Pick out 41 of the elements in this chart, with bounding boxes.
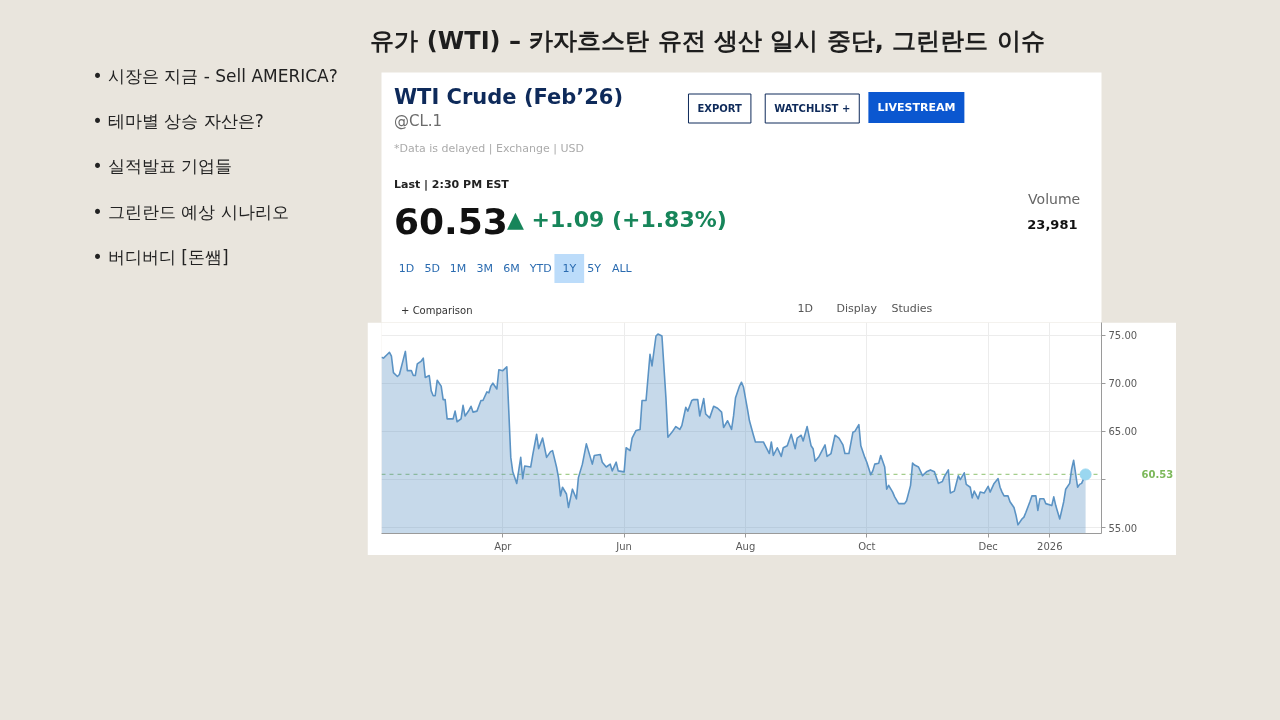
y-tick-label: 65.00	[1108, 426, 1138, 438]
text: Display	[836, 302, 878, 315]
y-tick-label: 75.00	[1108, 330, 1138, 342]
text: 1Y	[562, 262, 577, 275]
x-tick-label: Aug	[735, 540, 756, 552]
text: ▲ +1.09 (+1.83%)	[506, 207, 727, 232]
text: + Comparison	[401, 305, 473, 316]
text: 60.53	[393, 200, 508, 242]
text: Last | 2:30 PM EST	[393, 178, 510, 191]
text: 5Y	[587, 262, 602, 275]
ref-line-label: 60.53	[1141, 469, 1174, 481]
x-tick-label: Oct	[858, 540, 876, 552]
x-tick-label: Jun	[615, 540, 632, 552]
text: YTD	[528, 262, 552, 275]
y-tick-label: 55.00	[1108, 522, 1138, 534]
x-tick-label: Apr	[494, 540, 513, 552]
x-tick-label: 2026	[1037, 540, 1063, 552]
text: 6M	[503, 262, 520, 275]
text: EXPORT	[697, 103, 743, 114]
text: 1D	[398, 262, 415, 275]
text: WATCHLIST +	[774, 103, 851, 114]
text: 1D	[797, 302, 813, 315]
text: *Data is delayed | Exchange | USD	[393, 142, 584, 155]
chart-title: 유가 (WTI) – 카자흐스탄 유전 생산 일시 중단, 그린란드 이슈	[370, 26, 1045, 55]
text: 5D	[424, 262, 440, 275]
text: ALL	[611, 262, 633, 275]
text: • 버디버디 [돈쌤]	[92, 246, 229, 267]
text: LIVESTREAM	[877, 101, 956, 114]
text: 23,981	[1027, 217, 1078, 232]
text: Volume	[1028, 190, 1081, 207]
x-tick-label: Dec	[978, 540, 998, 552]
text: @CL.1	[393, 111, 443, 130]
y-tick-label: 70.00	[1108, 378, 1138, 390]
text: Studies	[891, 302, 933, 315]
text: • 테마별 상승 자산은?	[92, 110, 264, 131]
chart-subtitle: WTI Crude (Feb’26)	[393, 84, 624, 109]
text: • 그린란드 예상 시나리오	[92, 201, 289, 222]
text: • 실적발표 기업들	[92, 155, 233, 176]
text: 1M	[449, 262, 467, 275]
text: • 시장은 지금 - Sell AMERICA?	[92, 65, 338, 86]
text: 3M	[476, 262, 493, 275]
